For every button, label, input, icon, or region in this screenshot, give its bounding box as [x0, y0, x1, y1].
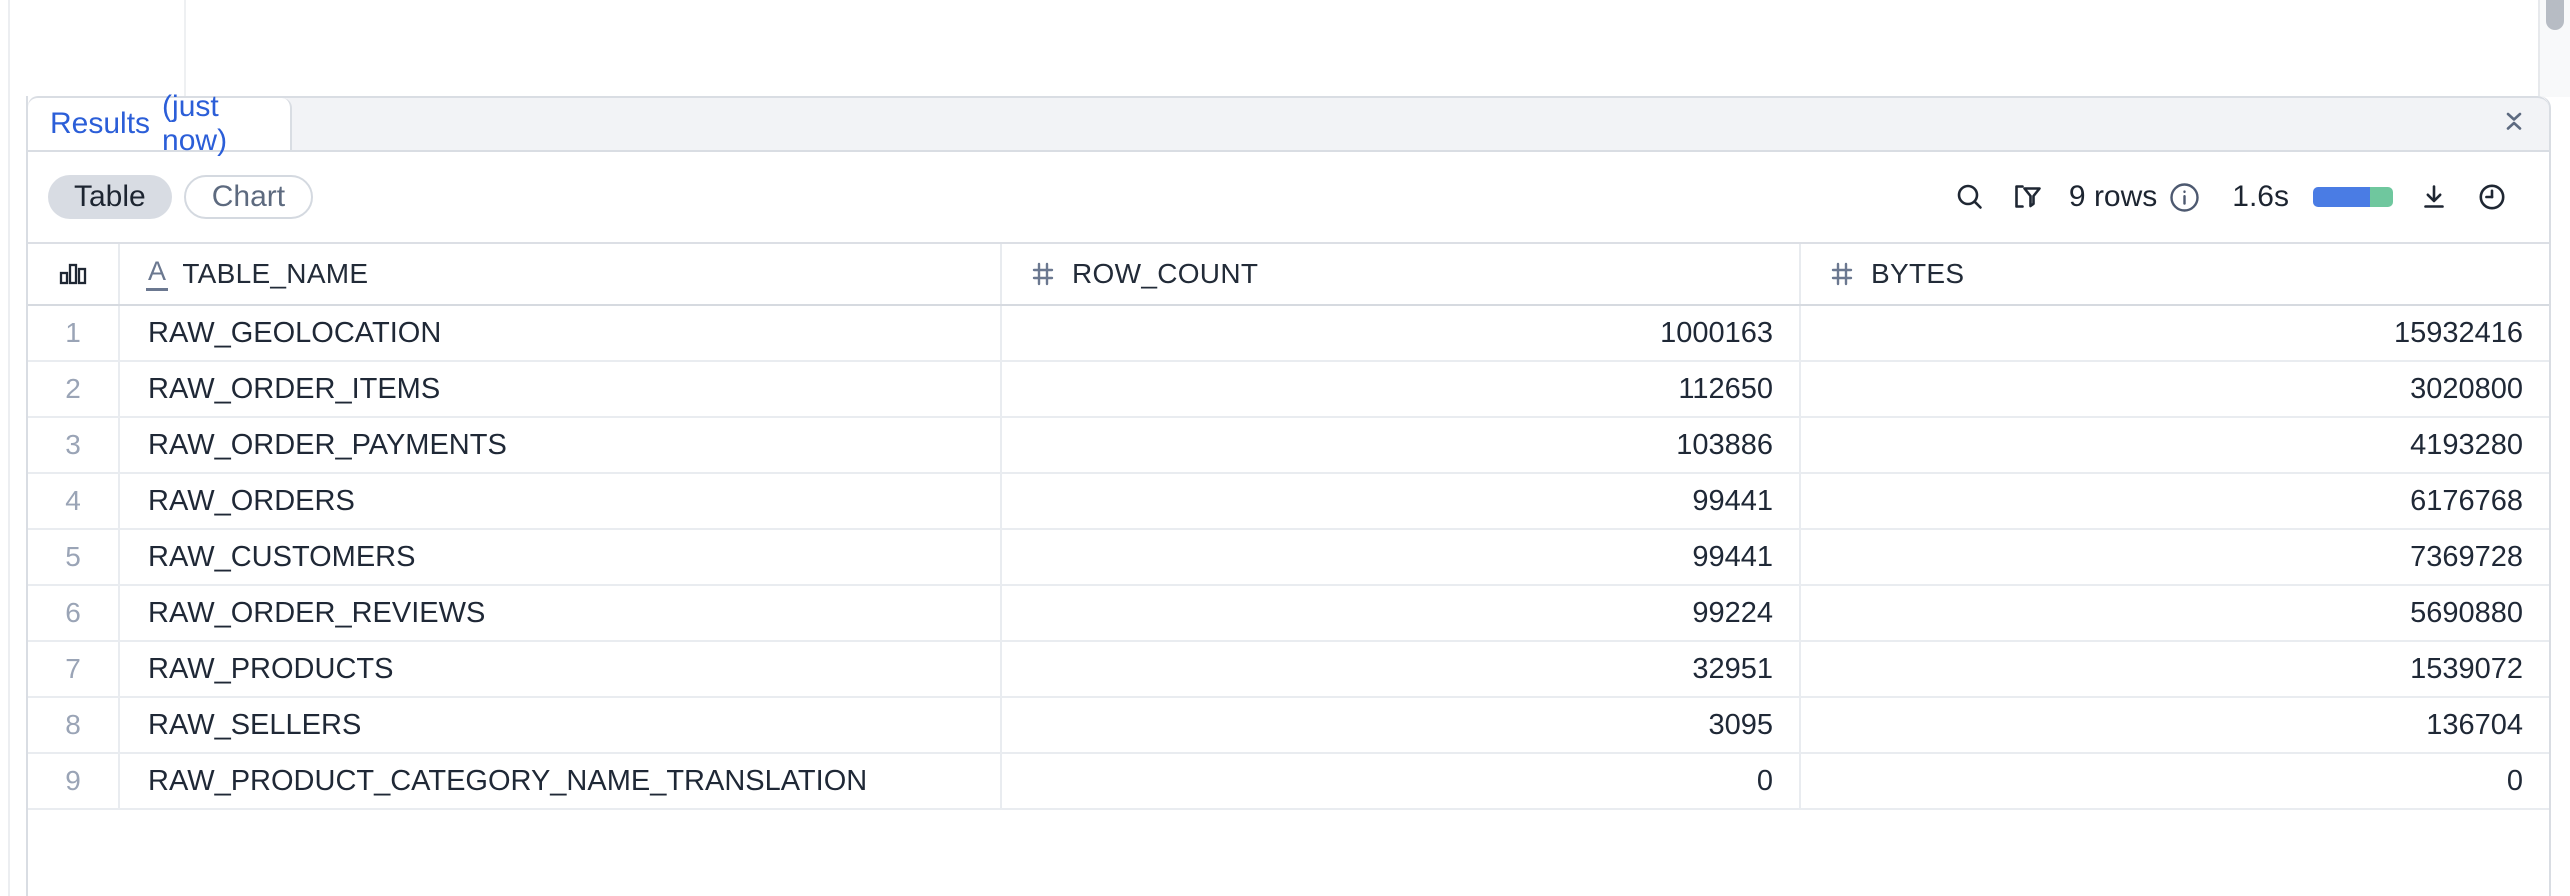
history-icon [2475, 180, 2509, 214]
table-row[interactable]: 8 RAW_SELLERS 3095 136704 [28, 698, 2549, 754]
row-index-cell[interactable]: 4 [28, 474, 120, 528]
table-name-cell[interactable]: RAW_ORDER_REVIEWS [120, 586, 1002, 640]
pane-edge-line [8, 0, 10, 896]
table-row[interactable]: 2 RAW_ORDER_ITEMS 112650 3020800 [28, 362, 2549, 418]
vertical-scrollbar [2538, 0, 2570, 97]
results-tab-label: Results [50, 107, 151, 140]
column-label: ROW_COUNT [1072, 258, 1259, 289]
bytes-cell[interactable]: 15932416 [2393, 316, 2523, 349]
view-switch: Table Chart [48, 175, 314, 219]
column-label: TABLE_NAME [182, 258, 369, 289]
search-icon [1953, 180, 1987, 214]
table-name-cell[interactable]: RAW_SELLERS [120, 698, 1002, 752]
column-label: BYTES [1871, 258, 1965, 289]
info-icon [2169, 182, 2200, 213]
bytes-cell[interactable]: 136704 [2426, 708, 2523, 741]
row-index-cell[interactable]: 2 [28, 362, 120, 416]
tab-results[interactable]: Results (just now) [28, 90, 292, 157]
row-count-group: 9 rows [2069, 180, 2200, 214]
duration-bar-execution [2313, 187, 2370, 207]
row-index-cell[interactable]: 6 [28, 586, 120, 640]
row-count-label: 9 rows [2068, 180, 2158, 213]
row-index-cell[interactable]: 3 [28, 418, 120, 472]
results-panel: Results (just now) Table Chart [26, 90, 2551, 896]
filter-icon [2011, 180, 2045, 214]
table-name-cell[interactable]: RAW_ORDER_ITEMS [120, 362, 1002, 416]
number-type-icon [1827, 259, 1857, 289]
results-toolbar: Table Chart [28, 152, 2549, 242]
column-header-table-name[interactable]: A TABLE_NAME [120, 244, 1002, 304]
query-duration-bar [2313, 187, 2393, 207]
bytes-cell[interactable]: 3020800 [2410, 372, 2523, 405]
row-index-cell[interactable]: 9 [28, 754, 120, 808]
chart-view-button[interactable]: Chart [183, 175, 314, 219]
table-name-cell[interactable]: RAW_ORDERS [120, 474, 1002, 528]
results-tools: 9 rows 1.6s [1953, 152, 2509, 242]
row-count-cell[interactable]: 0 [1002, 754, 1801, 808]
column-header-stats[interactable] [28, 244, 120, 304]
row-count-cell[interactable]: 1000163 [1002, 306, 1801, 360]
table-row[interactable]: 5 RAW_CUSTOMERS 99441 7369728 [28, 530, 2549, 586]
row-count-cell[interactable]: 32951 [1002, 642, 1801, 696]
query-duration-label: 1.6s [2232, 180, 2289, 213]
table-row[interactable]: 6 RAW_ORDER_REVIEWS 99224 5690880 [28, 586, 2549, 642]
bytes-cell[interactable]: 7369728 [2410, 540, 2523, 573]
bytes-cell[interactable]: 6176768 [2410, 484, 2523, 517]
table-row[interactable]: 7 RAW_PRODUCTS 32951 1539072 [28, 642, 2549, 698]
download-results-button[interactable] [2417, 180, 2451, 214]
number-type-icon [1028, 259, 1058, 289]
table-name-cell[interactable]: RAW_CUSTOMERS [120, 530, 1002, 584]
editor-pane-divider [184, 0, 186, 96]
results-tab-timing: (just now) [162, 90, 228, 157]
row-count-cell[interactable]: 3095 [1002, 698, 1801, 752]
collapse-panel-button[interactable] [2497, 107, 2531, 141]
row-count-cell[interactable]: 112650 [1002, 362, 1801, 416]
table-row[interactable]: 4 RAW_ORDERS 99441 6176768 [28, 474, 2549, 530]
table-name-cell[interactable]: RAW_PRODUCT_CATEGORY_NAME_TRANSLATION [120, 754, 1002, 808]
download-icon [2417, 180, 2451, 214]
table-name-cell[interactable]: RAW_PRODUCTS [120, 642, 1002, 696]
row-count-cell[interactable]: 103886 [1002, 418, 1801, 472]
results-tab-bar: Results (just now) [28, 90, 2549, 157]
row-count-cell[interactable]: 99441 [1002, 530, 1801, 584]
row-index-cell[interactable]: 5 [28, 530, 120, 584]
results-table-body: 1 RAW_GEOLOCATION 1000163 15932416 2 RAW_ORDE… [28, 306, 2549, 810]
query-history-button[interactable] [2475, 180, 2509, 214]
bytes-cell[interactable]: 5690880 [2410, 596, 2523, 629]
table-view-button[interactable]: Table [48, 175, 172, 219]
row-index-cell[interactable]: 1 [28, 306, 120, 360]
row-count-cell[interactable]: 99441 [1002, 474, 1801, 528]
results-table: A TABLE_NAME ROW_COUNT [28, 242, 2549, 810]
results-table-header: A TABLE_NAME ROW_COUNT [28, 244, 2549, 306]
table-row[interactable]: 3 RAW_ORDER_PAYMENTS 103886 4193280 [28, 418, 2549, 474]
row-count-info-button[interactable] [2169, 182, 2200, 213]
column-stats-icon [57, 258, 89, 290]
duration-bar-fetch [2369, 187, 2393, 207]
search-button[interactable] [1953, 180, 1987, 214]
bytes-cell[interactable]: 4193280 [2410, 428, 2523, 461]
filter-button[interactable] [2011, 180, 2045, 214]
column-header-row-count[interactable]: ROW_COUNT [1002, 244, 1801, 304]
row-count-cell[interactable]: 99224 [1002, 586, 1801, 640]
bytes-cell[interactable]: 0 [2506, 764, 2523, 797]
table-row[interactable]: 1 RAW_GEOLOCATION 1000163 15932416 [28, 306, 2549, 362]
bytes-cell[interactable]: 1539072 [2410, 652, 2523, 685]
text-type-icon: A [146, 257, 169, 291]
scrollbar-thumb[interactable] [2546, 0, 2564, 30]
table-name-cell[interactable]: RAW_ORDER_PAYMENTS [120, 418, 1002, 472]
table-row[interactable]: 9 RAW_PRODUCT_CATEGORY_NAME_TRANSLATION 0 0 [28, 754, 2549, 810]
row-index-cell[interactable]: 8 [28, 698, 120, 752]
row-index-cell[interactable]: 7 [28, 642, 120, 696]
table-name-cell[interactable]: RAW_GEOLOCATION [120, 306, 1002, 360]
collapse-panel-icon [2497, 107, 2531, 141]
column-header-bytes[interactable]: BYTES [1801, 244, 2549, 304]
